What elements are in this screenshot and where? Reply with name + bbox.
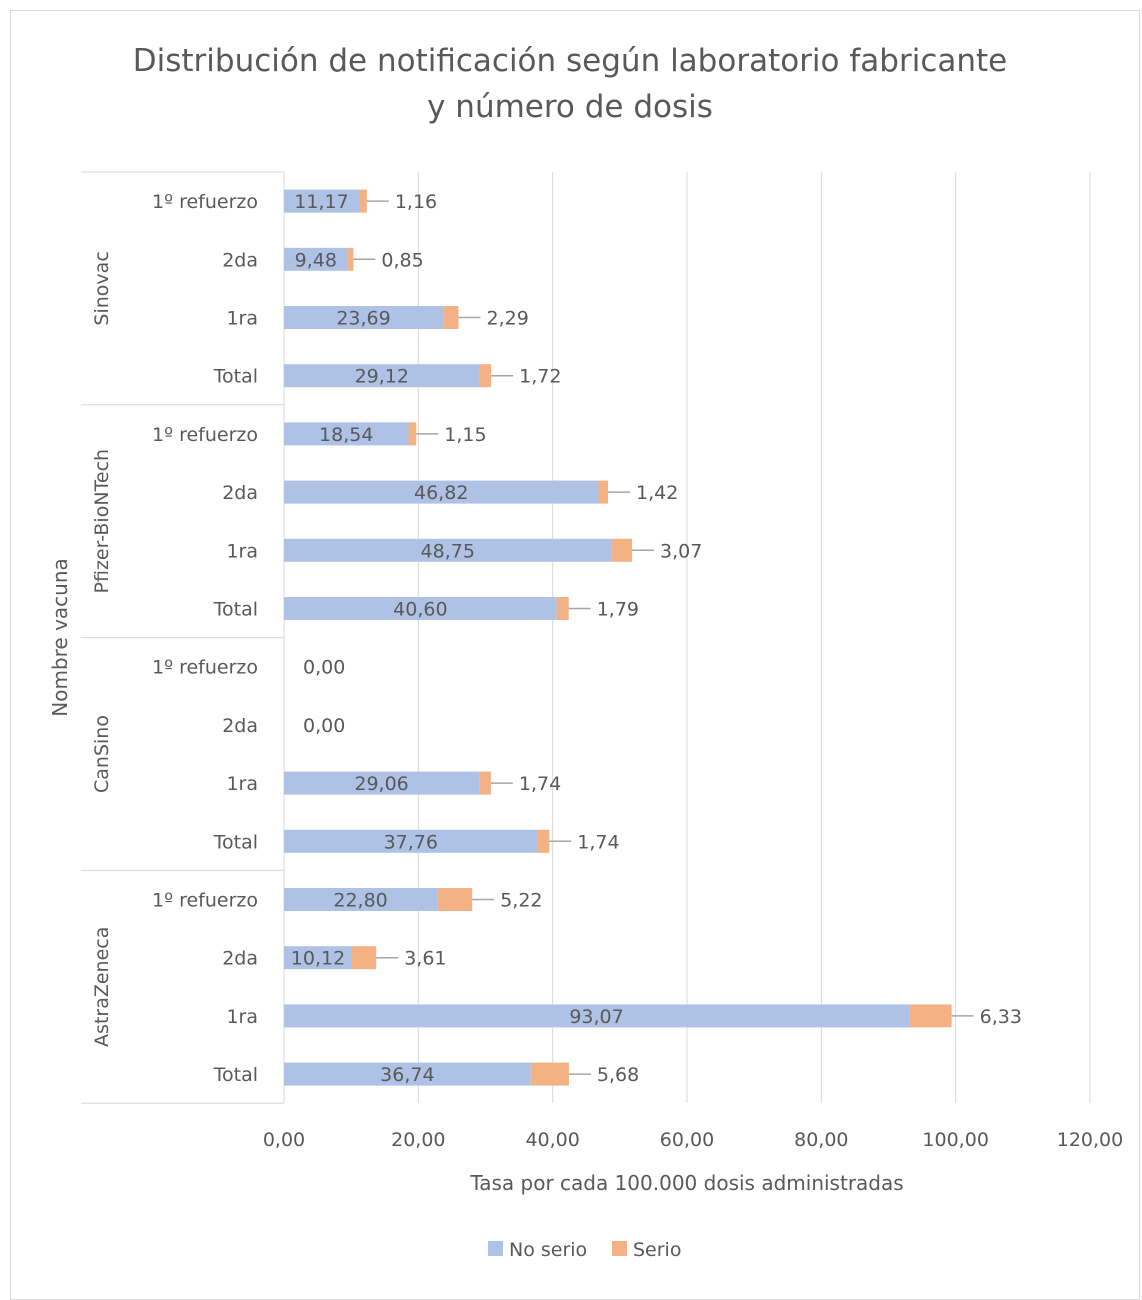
category-label: 1º refuerzo (152, 890, 258, 912)
data-label-no-serio: 46,82 (414, 482, 468, 504)
category-label: Total (213, 366, 258, 388)
category-label: 1º refuerzo (152, 424, 258, 446)
bar-serio (556, 597, 569, 620)
x-tick-label: 100,00 (922, 1129, 988, 1151)
bar-serio (347, 247, 354, 271)
data-label-serio: 1,79 (597, 599, 639, 621)
x-tick-label: 120,00 (1057, 1129, 1123, 1151)
bar-no-serio (284, 888, 438, 911)
group-label: CanSino (91, 715, 113, 793)
bar-serio (537, 829, 550, 853)
data-label-serio: 2,29 (486, 308, 528, 330)
bar-serio (611, 538, 633, 562)
category-label: 1ra (226, 308, 258, 330)
data-label-serio: 0,00 (303, 715, 345, 737)
category-label: 2da (222, 715, 258, 737)
bar-no-serio (284, 480, 599, 504)
data-label-serio: 3,07 (660, 540, 702, 562)
bar-no-serio (284, 247, 348, 271)
x-tick-label: 80,00 (794, 1129, 848, 1151)
data-label-no-serio: 37,76 (384, 831, 438, 853)
bar-no-serio (284, 771, 480, 795)
category-label: 2da (222, 249, 258, 271)
group-label: Sinovac (91, 251, 113, 325)
category-label: 1ra (226, 773, 258, 795)
category-label: 1º refuerzo (152, 657, 258, 679)
data-label-serio: 0,00 (303, 657, 345, 679)
category-label: 1ra (226, 1006, 258, 1028)
bar-no-serio (284, 1062, 531, 1086)
legend-swatch (612, 1241, 627, 1256)
bar-serio (479, 364, 492, 388)
data-label-serio: 1,42 (636, 482, 678, 504)
bar-no-serio (284, 538, 612, 562)
x-tick-label: 0,00 (263, 1129, 305, 1151)
x-tick-label: 20,00 (391, 1129, 445, 1151)
data-label-no-serio: 29,06 (354, 773, 408, 795)
category-label: 2da (222, 948, 258, 970)
legend-label: Serio (633, 1239, 681, 1261)
data-label-serio: 5,68 (597, 1064, 639, 1086)
bar-no-serio (284, 364, 480, 388)
data-label-no-serio: 9,48 (295, 249, 337, 271)
category-label: Total (213, 1064, 258, 1086)
bar-serio (909, 1004, 952, 1028)
bar-serio (437, 888, 473, 911)
bar-serio (530, 1062, 569, 1086)
chart-title: Distribución de notificación según labor… (132, 43, 1008, 125)
bar-no-serio (284, 306, 444, 329)
bar-no-serio (284, 829, 538, 853)
x-tick-label: 60,00 (660, 1129, 714, 1151)
bar-no-serio (284, 422, 409, 446)
data-label-no-serio: 10,12 (291, 948, 345, 970)
data-label-serio: 6,33 (980, 1006, 1022, 1028)
y-axis-title: Nombre vacuna (48, 558, 72, 717)
data-label-no-serio: 18,54 (319, 424, 373, 446)
category-label: 1ra (226, 540, 258, 562)
data-label-no-serio: 23,69 (336, 308, 390, 330)
group-label: AstraZeneca (91, 927, 113, 1047)
data-label-serio: 1,16 (395, 191, 437, 213)
bar-no-serio (284, 189, 360, 213)
category-label: 2da (222, 482, 258, 504)
data-label-no-serio: 36,74 (380, 1064, 434, 1086)
x-tick-label: 40,00 (525, 1129, 579, 1151)
bar-serio (479, 771, 491, 795)
bar-serio (351, 946, 377, 970)
group-label: Pfizer-BioNTech (91, 449, 113, 594)
bar-no-serio (284, 1004, 910, 1028)
data-label-serio: 0,85 (381, 249, 423, 271)
data-label-no-serio: 40,60 (393, 599, 447, 621)
data-label-serio: 3,61 (404, 948, 446, 970)
data-label-serio: 1,72 (519, 366, 561, 388)
category-label: Total (213, 599, 258, 621)
data-label-no-serio: 48,75 (421, 540, 475, 562)
x-axis-title: Tasa por cada 100.000 dosis administrada… (469, 1171, 903, 1195)
data-label-serio: 5,22 (500, 890, 542, 912)
category-label: 1º refuerzo (152, 191, 258, 213)
data-label-no-serio: 11,17 (294, 191, 348, 213)
legend-swatch (488, 1241, 503, 1256)
data-label-no-serio: 22,80 (333, 890, 387, 912)
bar-serio (408, 422, 417, 446)
legend-label: No serio (509, 1239, 587, 1261)
category-label: Total (213, 831, 258, 853)
bar-no-serio (284, 946, 352, 970)
data-label-no-serio: 93,07 (569, 1006, 623, 1028)
data-label-serio: 1,15 (444, 424, 486, 446)
bar-serio (359, 189, 367, 213)
data-label-serio: 1,74 (519, 773, 561, 795)
bar-serio (598, 480, 609, 504)
data-label-serio: 1,74 (577, 831, 619, 853)
bar-no-serio (284, 597, 557, 620)
data-label-no-serio: 29,12 (355, 366, 409, 388)
bar-serio (443, 306, 459, 329)
